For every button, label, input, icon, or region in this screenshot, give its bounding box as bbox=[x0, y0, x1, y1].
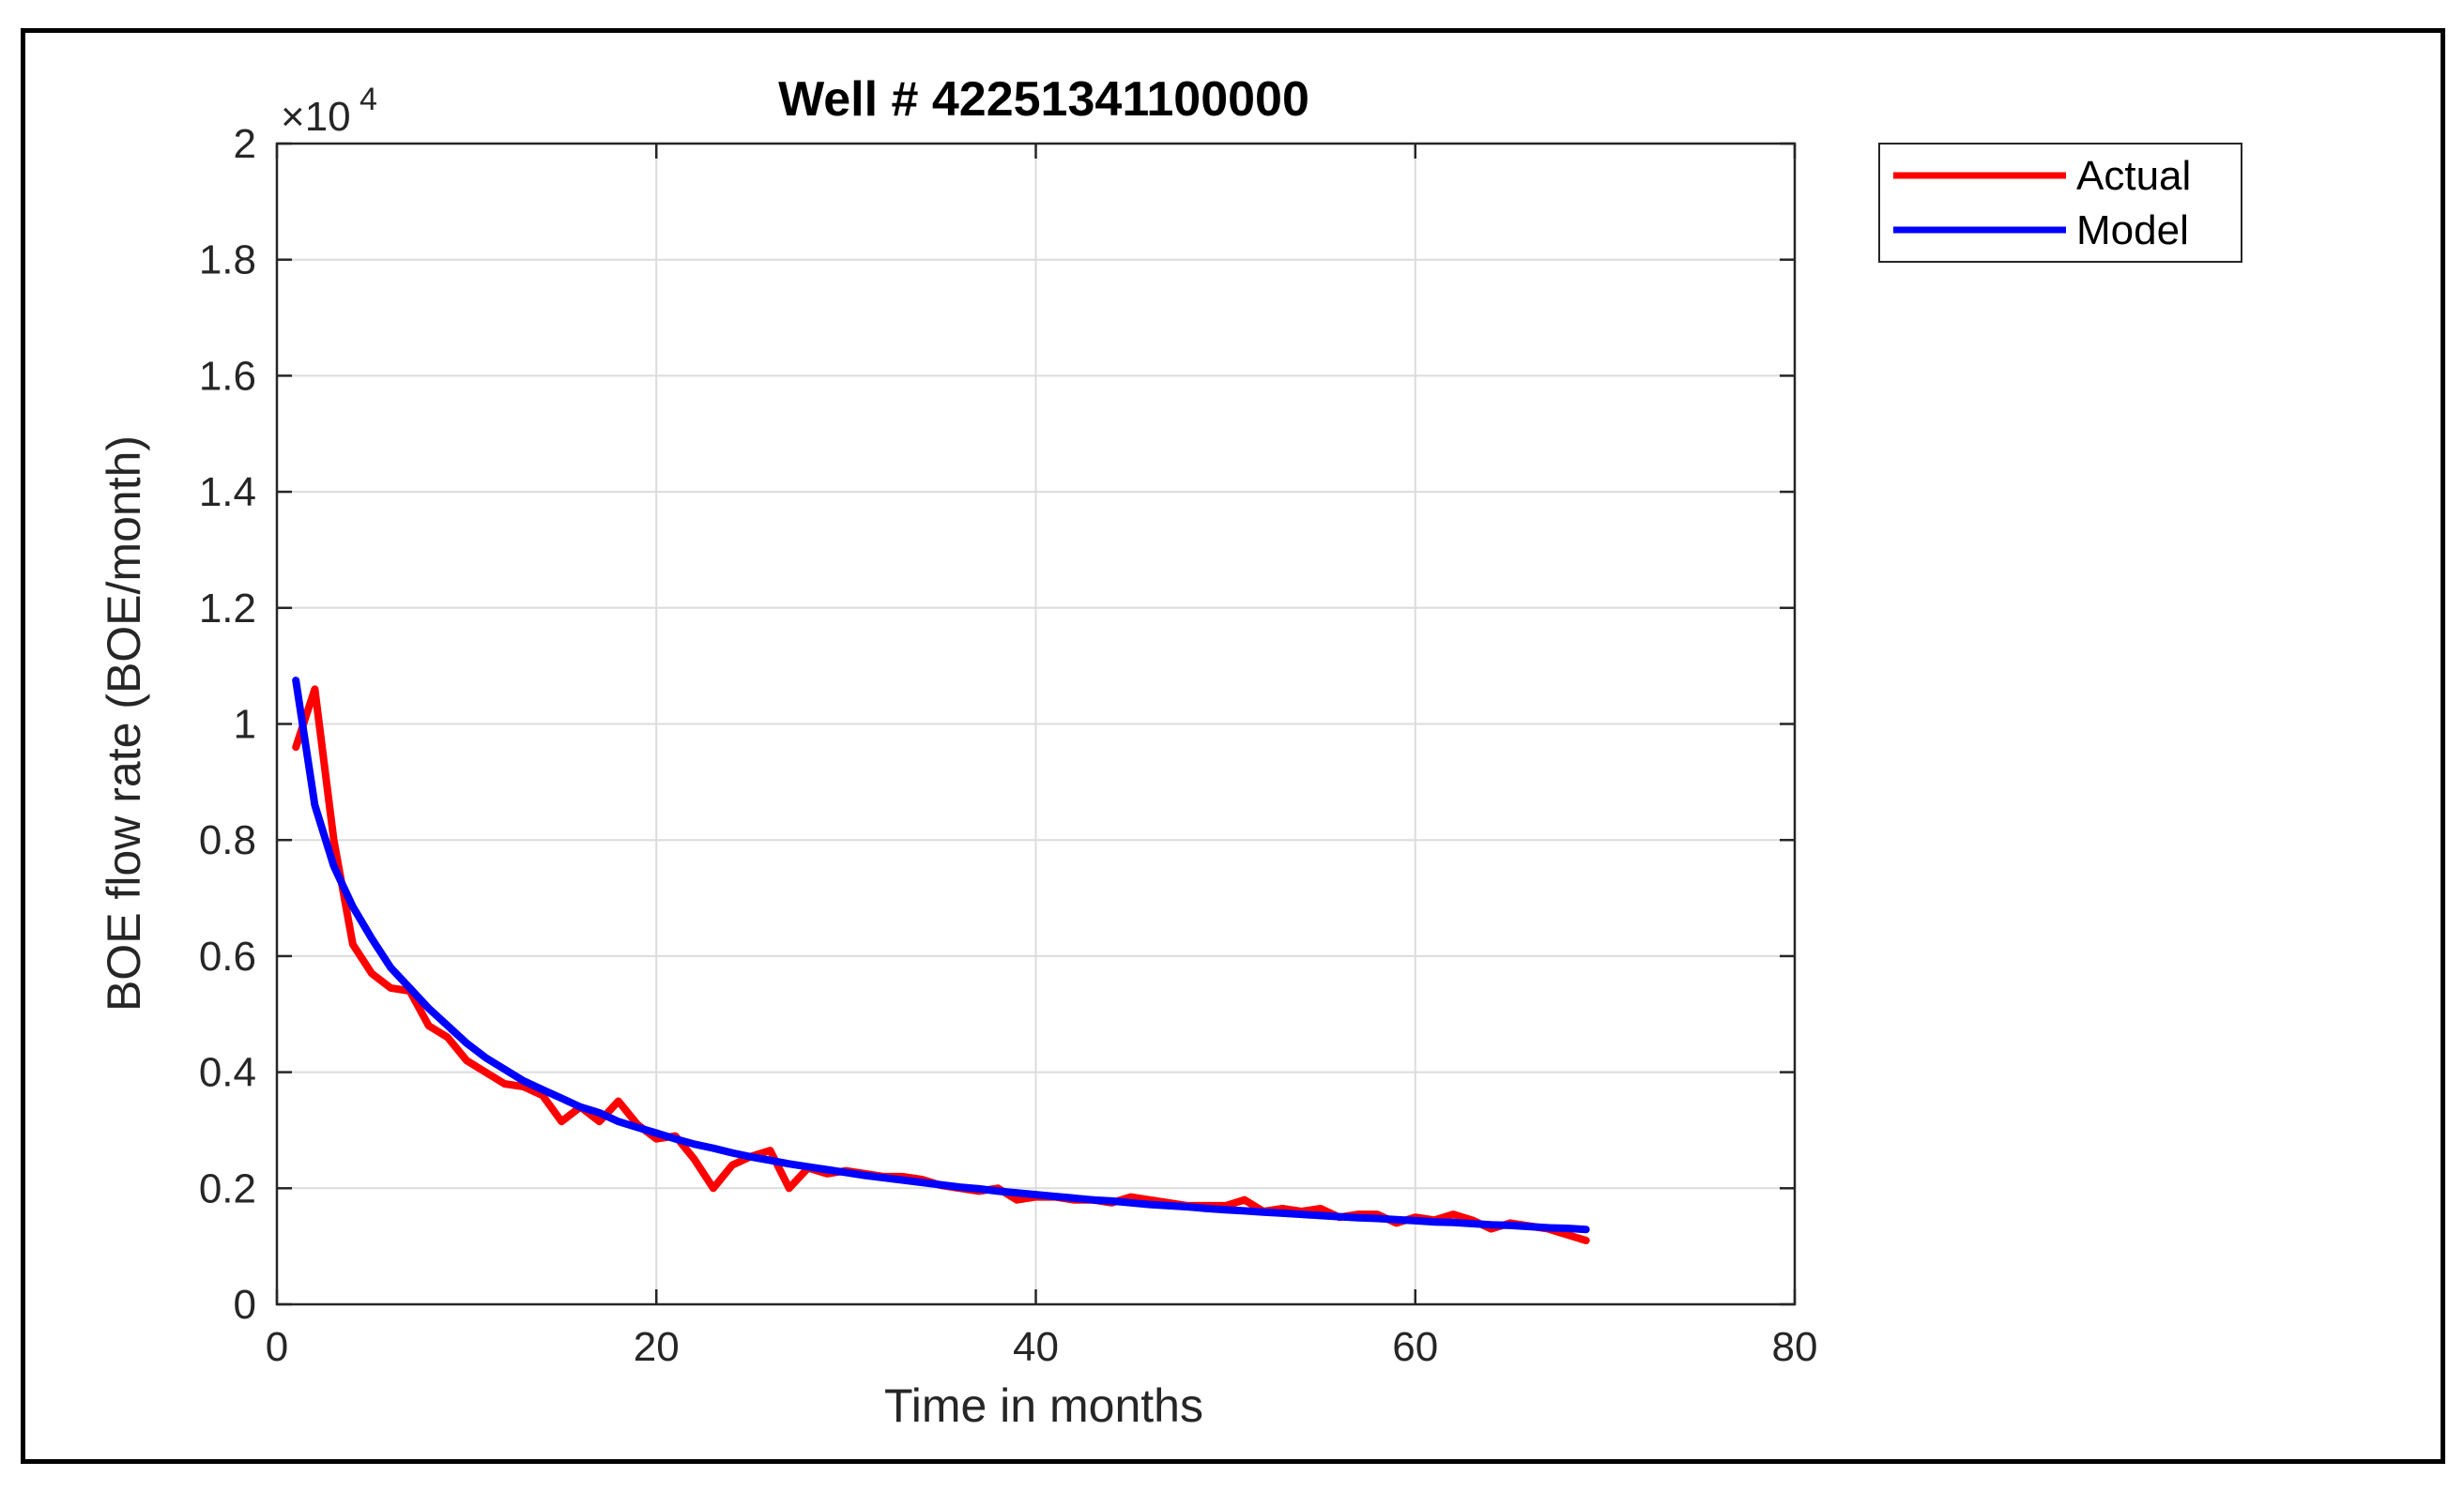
legend-label-model: Model bbox=[2076, 207, 2189, 253]
x-tick-label: 80 bbox=[1772, 1324, 1818, 1370]
y-axis-label: BOE flow rate (BOE/month) bbox=[98, 435, 150, 1012]
y-tick-label: 0.2 bbox=[199, 1165, 256, 1211]
y-tick-label: 2 bbox=[234, 121, 256, 167]
y-tick-label: 1.8 bbox=[199, 237, 256, 283]
chart: 0 20 40 60 80 0 0.2 0.4 0.6 0.8 1 1.2 1.4 1.6 1.8 2 ×1… bbox=[98, 72, 2242, 1432]
x-tick-label: 20 bbox=[634, 1324, 680, 1370]
y-tick-label: 0.8 bbox=[199, 817, 256, 863]
y-tick-label: 0.6 bbox=[199, 934, 256, 980]
series-layer bbox=[292, 677, 1590, 1244]
y-tick-label: 1.6 bbox=[199, 353, 256, 399]
chart-title: Well # 42251341100000 bbox=[778, 72, 1309, 127]
y-tick-label: 1.4 bbox=[199, 469, 256, 515]
y-tick-label: 0.4 bbox=[199, 1050, 256, 1096]
x-tick-labels: 0 20 40 60 80 bbox=[266, 1324, 1818, 1370]
grid bbox=[277, 144, 1795, 1304]
legend-label-actual: Actual bbox=[2076, 153, 2191, 199]
legend: Actual Model bbox=[1878, 143, 2242, 263]
x-tick-label: 0 bbox=[266, 1324, 288, 1370]
y-tick-label: 1.2 bbox=[199, 586, 256, 632]
x-axis-label: Time in months bbox=[884, 1379, 1203, 1432]
y-exponent-base: ×10 bbox=[281, 94, 351, 140]
legend-box bbox=[1878, 143, 2242, 263]
figure-frame: 0 20 40 60 80 0 0.2 0.4 0.6 0.8 1 1.2 1.4 1.6 1.8 2 ×1… bbox=[21, 28, 2445, 1464]
y-tick-labels: 0 0.2 0.4 0.6 0.8 1 1.2 1.4 1.6 1.8 2 bbox=[199, 121, 256, 1328]
series-line-model bbox=[292, 677, 1590, 1234]
axes bbox=[275, 142, 1797, 1306]
y-tick-label: 0 bbox=[234, 1282, 256, 1328]
y-exponent-power: 4 bbox=[360, 82, 377, 117]
x-tick-label: 40 bbox=[1013, 1324, 1059, 1370]
y-tick-label: 1 bbox=[234, 702, 256, 748]
x-tick-label: 60 bbox=[1392, 1324, 1438, 1370]
